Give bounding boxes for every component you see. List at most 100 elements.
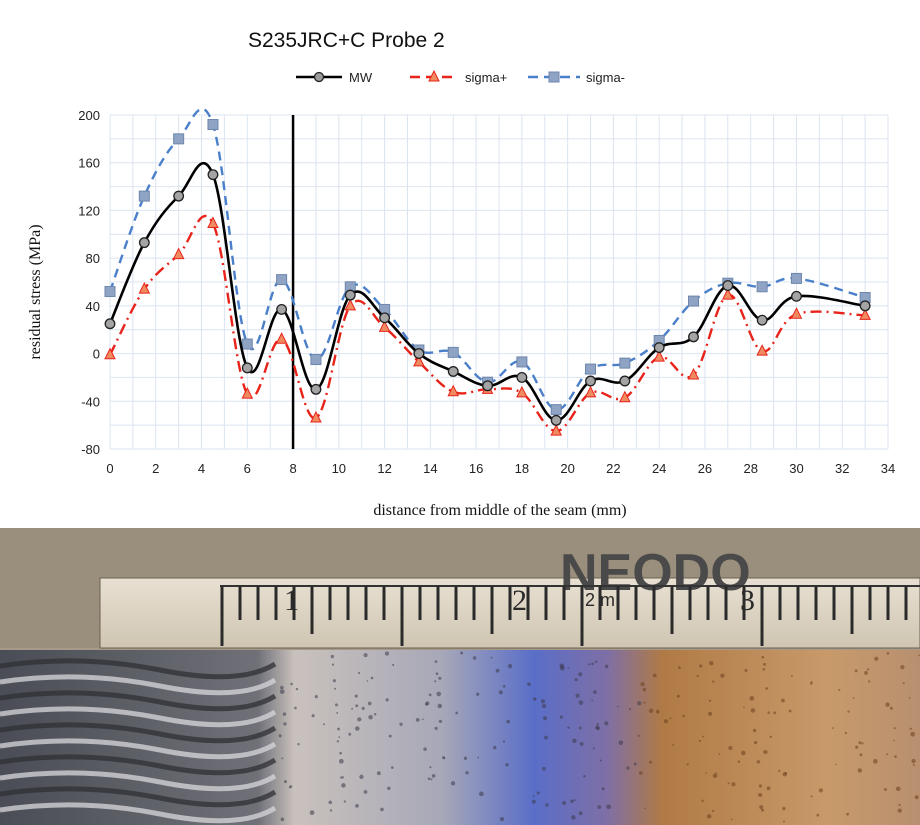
data-point-circle — [654, 343, 664, 353]
speckle — [638, 735, 640, 737]
speckle — [763, 668, 766, 671]
speckle — [479, 792, 484, 797]
x-tick-label: 6 — [244, 461, 251, 476]
speckle — [341, 776, 343, 778]
speckle — [789, 710, 792, 713]
x-tick-label: 16 — [469, 461, 483, 476]
speckle — [605, 665, 609, 669]
speckle — [284, 780, 287, 783]
x-tick-label: 28 — [743, 461, 757, 476]
speckle — [385, 651, 389, 655]
weld-photo-image: NEODO 1 2 2 m 3 — [0, 528, 920, 825]
speckle — [677, 695, 680, 698]
ruler-label-2m: 2 m — [585, 590, 615, 610]
speckle — [545, 803, 548, 806]
data-point-square — [277, 275, 287, 285]
speckle — [588, 663, 590, 665]
speckle — [332, 664, 334, 666]
speckle — [629, 708, 631, 710]
speckle — [707, 814, 711, 818]
speckle — [864, 671, 868, 675]
speckle — [493, 746, 496, 749]
speckle — [429, 766, 431, 768]
data-point-square — [791, 273, 801, 283]
speckle — [762, 656, 765, 659]
speckle — [597, 805, 601, 809]
speckle — [596, 727, 599, 730]
y-tick-label: 40 — [86, 299, 100, 314]
data-point-circle — [586, 376, 596, 386]
speckle — [810, 682, 813, 685]
speckle — [344, 800, 346, 802]
speckle — [903, 682, 905, 684]
x-tick-label: 8 — [289, 461, 296, 476]
speckle — [333, 679, 336, 682]
speckle — [597, 723, 599, 725]
speckle — [709, 700, 711, 702]
speckle — [874, 657, 878, 661]
speckle — [664, 719, 668, 723]
speckle — [835, 763, 837, 765]
speckle — [761, 809, 764, 812]
speckle — [331, 655, 334, 658]
speckle — [709, 661, 713, 665]
data-point-circle — [311, 385, 321, 395]
speckle — [533, 795, 535, 797]
speckle — [758, 793, 762, 797]
speckle — [392, 664, 394, 666]
speckle — [754, 741, 757, 744]
speckle — [743, 707, 745, 709]
data-point-square — [311, 355, 321, 365]
speckle — [705, 772, 707, 774]
speckle — [423, 747, 427, 751]
speckle — [670, 717, 672, 719]
speckle — [886, 753, 888, 755]
speckle — [473, 656, 477, 660]
data-point-circle — [551, 416, 561, 426]
data-point-circle — [517, 373, 527, 383]
speckle — [562, 801, 566, 805]
speckle — [364, 653, 368, 657]
speckle — [330, 809, 332, 811]
speckle — [580, 742, 584, 746]
speckle — [783, 772, 787, 776]
y-tick-label: 200 — [78, 108, 100, 123]
y-tick-label: -40 — [81, 394, 100, 409]
y-tick-label: 160 — [78, 156, 100, 171]
speckle — [438, 677, 441, 680]
speckle — [355, 704, 358, 707]
speckle — [434, 680, 436, 682]
speckle — [720, 674, 724, 678]
speckle — [900, 665, 904, 669]
data-point-square — [586, 364, 596, 374]
x-tick-label: 20 — [560, 461, 574, 476]
speckle — [593, 747, 595, 749]
speckle — [377, 771, 381, 775]
ruler-label-3: 3 — [740, 584, 755, 617]
speckle — [811, 795, 813, 797]
speckle — [894, 727, 896, 729]
chart-title: S235JRC+C Probe 2 — [248, 29, 445, 52]
speckle — [783, 821, 785, 823]
speckle — [702, 736, 704, 738]
x-tick-label: 10 — [332, 461, 346, 476]
speckle — [741, 751, 746, 756]
speckle — [687, 763, 689, 765]
speckle — [362, 707, 365, 710]
x-tick-label: 32 — [835, 461, 849, 476]
speckle — [656, 710, 660, 714]
speckle — [380, 808, 384, 812]
speckle — [579, 811, 583, 815]
speckle — [364, 790, 368, 794]
speckle — [773, 711, 776, 714]
speckle — [422, 718, 424, 720]
speckle — [416, 718, 420, 722]
speckle — [432, 774, 436, 778]
speckle — [591, 700, 593, 702]
speckle — [355, 695, 358, 698]
x-tick-label: 26 — [698, 461, 712, 476]
x-tick-label: 18 — [515, 461, 529, 476]
speckle — [559, 663, 564, 668]
speckle — [358, 672, 360, 674]
x-tick-label: 14 — [423, 461, 437, 476]
